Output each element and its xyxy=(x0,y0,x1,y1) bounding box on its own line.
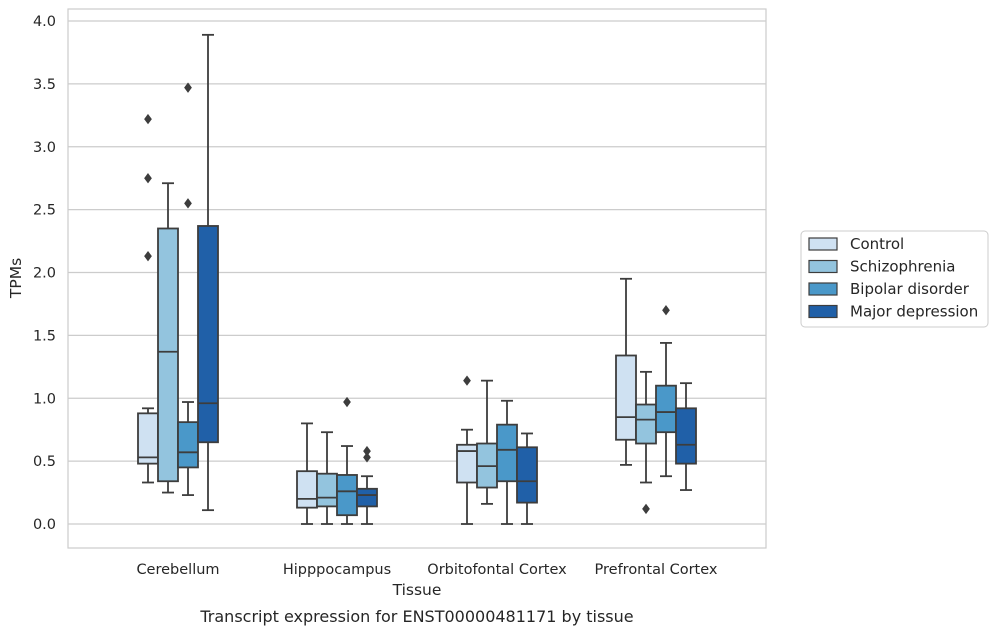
box-body xyxy=(655,384,677,434)
outlier-point xyxy=(343,396,351,408)
legend-swatch xyxy=(808,259,838,274)
outlier-point xyxy=(662,305,670,316)
box-body xyxy=(157,227,179,483)
y-tick-label: 0.0 xyxy=(33,517,56,533)
x-tick-labels: Cerebellum Hipppocampus Orbitofontal Corte… xyxy=(136,562,717,578)
box-body xyxy=(516,446,538,504)
box-major-depression xyxy=(516,432,538,525)
y-tick-label: 1.5 xyxy=(33,328,56,344)
x-tick-label: Cerebellum xyxy=(136,562,219,578)
box-major-depression xyxy=(356,445,378,525)
legend-label: Schizophrenia xyxy=(850,258,955,276)
y-axis-label: TPMs xyxy=(7,258,25,299)
box-body xyxy=(296,470,318,509)
legend-frame xyxy=(800,230,989,328)
outlier-point xyxy=(144,113,152,125)
box-control xyxy=(615,277,637,466)
legend-label: Major depression xyxy=(850,303,978,321)
outlier-point xyxy=(144,173,152,184)
box-body xyxy=(137,412,159,465)
legend: Control Schizophrenia Bipolar disorder Majo… xyxy=(800,230,989,328)
outlier-point xyxy=(463,375,471,386)
y-tick-label: 4.0 xyxy=(33,14,56,30)
y-tick-label: 3.5 xyxy=(33,77,56,93)
box-bipolar-disorder xyxy=(177,82,199,496)
y-tick-label: 2.0 xyxy=(33,266,56,282)
box-body xyxy=(675,407,697,465)
box-schizophrenia xyxy=(316,431,338,525)
y-tick-label: 0.5 xyxy=(33,454,56,470)
box-body xyxy=(177,421,199,469)
box-schizophrenia xyxy=(476,379,498,505)
box-schizophrenia xyxy=(635,370,657,515)
box-schizophrenia xyxy=(157,182,179,494)
box-body xyxy=(635,403,657,445)
box-body xyxy=(496,423,518,483)
x-tick-label: Orbitofontal Cortex xyxy=(427,562,567,578)
outlier-point xyxy=(184,82,192,93)
outlier-point xyxy=(144,250,152,262)
box-control xyxy=(137,113,159,484)
outlier-point xyxy=(184,198,192,209)
outlier-point xyxy=(642,503,650,515)
x-tick-label: Hipppocampus xyxy=(283,562,391,578)
x-axis-label: Tissue xyxy=(392,581,442,599)
box-body xyxy=(615,354,637,441)
outlier-point xyxy=(363,445,371,457)
legend-swatch xyxy=(808,237,838,251)
x-tick-label: Prefrontal Cortex xyxy=(595,562,718,578)
box-groups xyxy=(137,33,697,525)
box-major-depression xyxy=(675,382,697,491)
box-bipolar-disorder xyxy=(496,399,518,525)
outlier-point xyxy=(363,452,371,463)
y-tick-labels: 0.0 0.5 1.0 1.5 2.0 2.5 3.0 3.5 4.0 xyxy=(33,14,56,533)
legend-label: Control xyxy=(850,235,904,253)
box-major-depression xyxy=(197,33,219,512)
box-bipolar-disorder xyxy=(655,305,677,478)
y-tick-label: 1.0 xyxy=(33,391,56,407)
legend-swatch xyxy=(808,282,838,296)
box-body xyxy=(336,474,358,517)
box-body xyxy=(356,487,378,508)
box-body xyxy=(197,225,219,444)
box-control xyxy=(296,422,318,525)
plot-frame xyxy=(67,8,767,549)
y-tick-label: 3.0 xyxy=(33,140,56,156)
y-tick-label: 2.5 xyxy=(33,203,56,219)
legend-label: Bipolar disorder xyxy=(850,280,970,298)
box-control xyxy=(456,375,478,525)
legend-swatch xyxy=(808,304,838,319)
box-body xyxy=(316,472,338,508)
chart-caption: Transcript expression for ENST0000048117… xyxy=(199,607,633,626)
